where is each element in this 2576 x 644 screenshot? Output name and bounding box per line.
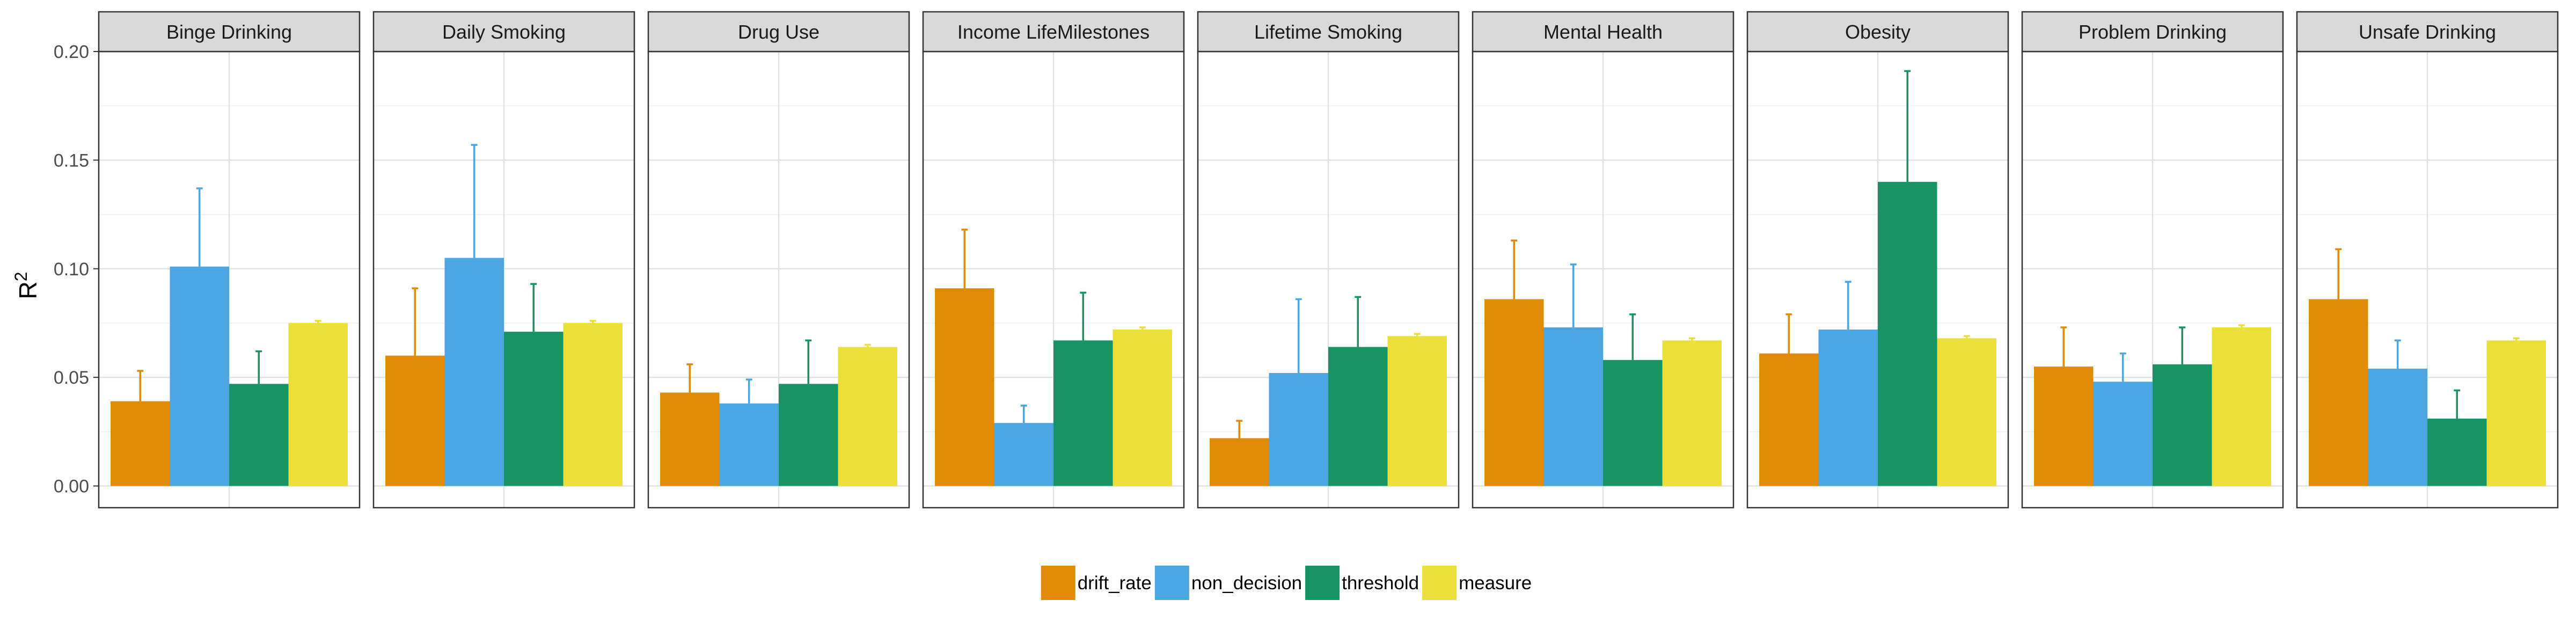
facet-panel: Unsafe Drinking [2296, 11, 2559, 509]
bar-non_decision [2368, 368, 2427, 486]
bar-non_decision [1818, 330, 1878, 486]
bar-drift_rate [1759, 353, 1819, 486]
facet-strip [2296, 11, 2559, 53]
bar-measure [563, 323, 623, 486]
bar-non_decision [1543, 327, 1603, 486]
legend-label: non_decision [1191, 573, 1302, 594]
bar-drift_rate [385, 355, 445, 486]
facet-strip [1746, 11, 2009, 53]
legend-key-drift_rate [1041, 566, 1075, 600]
bar-drift_rate [2034, 366, 2094, 486]
facet-strip-label: Daily Smoking [442, 21, 566, 43]
bar-drift_rate [1484, 299, 1544, 486]
bar-measure [838, 347, 897, 486]
facet-strip-label: Unsafe Drinking [2359, 21, 2496, 43]
bar-drift_rate [660, 392, 720, 486]
bar-threshold [779, 384, 838, 486]
bar-measure [2486, 340, 2546, 486]
bar-measure [1387, 336, 1447, 486]
y-axis-label: R2 [11, 272, 42, 299]
bar-threshold [2427, 419, 2487, 486]
bar-drift_rate [2309, 299, 2368, 486]
legend-key-threshold [1305, 566, 1340, 600]
bar-non_decision [2093, 382, 2153, 486]
facet-strip-label: Problem Drinking [2079, 21, 2227, 43]
facet-panel: Obesity [1746, 11, 2009, 509]
bar-threshold [504, 332, 564, 486]
facet-panels: Binge Drinking Daily Smoking Drug Use Incom… [98, 11, 2559, 509]
facet-strip-label: Income LifeMilestones [957, 21, 1150, 43]
legend-label: threshold [1342, 573, 1419, 594]
facet-panel: Mental Health [1472, 11, 1735, 509]
facet-strip [922, 11, 1185, 53]
bar-measure [1662, 340, 1722, 486]
facet-strip-label: Drug Use [738, 21, 819, 43]
legend: drift_rate non_decision threshold measure [1041, 566, 1532, 600]
facet-panel: Daily Smoking [372, 11, 635, 509]
legend-item-threshold: threshold [1305, 566, 1419, 600]
facet-strip-label: Lifetime Smoking [1254, 21, 1402, 43]
facet-panel: Income LifeMilestones [922, 11, 1185, 509]
y-axis-label-main: R [14, 281, 42, 299]
legend-item-drift_rate: drift_rate [1041, 566, 1152, 600]
facet-strip [98, 11, 361, 53]
y-tick-label: 0.10 [54, 259, 89, 280]
facet-strip-label: Mental Health [1543, 21, 1663, 43]
facet-panel: Problem Drinking [2021, 11, 2284, 509]
bar-measure [288, 323, 348, 486]
bar-drift_rate [1210, 438, 1269, 486]
legend-key-non_decision [1154, 566, 1189, 600]
bar-threshold [1328, 347, 1388, 486]
facet-strip-label: Binge Drinking [166, 21, 292, 43]
legend-item-measure: measure [1422, 566, 1532, 600]
bar-non_decision [1269, 373, 1328, 486]
bar-non_decision [170, 266, 229, 486]
facet-strip [647, 11, 910, 53]
bar-drift_rate [935, 288, 994, 486]
y-axis-label-superscript: 2 [11, 272, 31, 281]
y-axis-title: R2 [11, 272, 42, 299]
bar-measure [2212, 327, 2271, 486]
bar-threshold [1603, 360, 1663, 486]
bar-threshold [1878, 181, 1937, 486]
facet-strip [1197, 11, 1460, 53]
legend-key-measure [1422, 566, 1457, 600]
bar-measure [1937, 338, 1996, 486]
y-tick-label: 0.00 [54, 477, 89, 497]
bar-threshold [2153, 364, 2212, 486]
bar-non_decision [444, 258, 504, 486]
legend-label: drift_rate [1078, 573, 1152, 594]
bar-non_decision [719, 403, 779, 486]
y-axis: 0.00 0.05 0.10 0.15 0.20 [54, 42, 99, 497]
facet-strip-label: Obesity [1845, 21, 1911, 43]
legend-label: measure [1459, 573, 1532, 594]
facet-strip [372, 11, 635, 53]
bar-non_decision [994, 423, 1053, 486]
facet-panel: Lifetime Smoking [1197, 11, 1460, 509]
bar-drift_rate [111, 401, 170, 486]
legend-item-non_decision: non_decision [1154, 566, 1302, 600]
facet-strip [1472, 11, 1735, 53]
y-tick-label: 0.20 [54, 42, 89, 62]
y-tick-label: 0.05 [54, 368, 89, 388]
facet-strip [2021, 11, 2284, 53]
y-tick-label: 0.15 [54, 150, 89, 171]
facet-panel: Binge Drinking [98, 11, 361, 509]
bar-threshold [1053, 340, 1113, 486]
facet-panel: Drug Use [647, 11, 910, 509]
bar-measure [1113, 330, 1172, 486]
bar-threshold [229, 384, 289, 486]
